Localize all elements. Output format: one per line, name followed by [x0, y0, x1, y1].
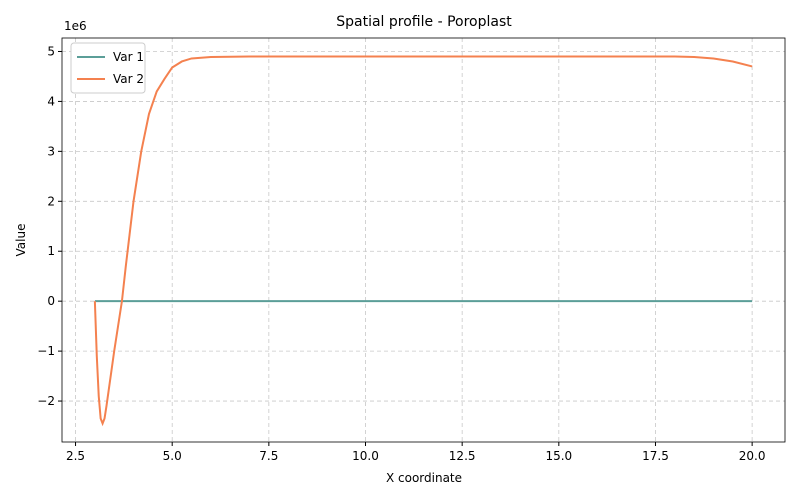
- legend-box: [70, 42, 146, 94]
- y-tick-label: 2: [47, 194, 55, 208]
- legend-label: Var 2: [113, 72, 144, 86]
- y-tick-label: 5: [47, 44, 55, 58]
- chart-title: Spatial profile - Poroplast: [336, 14, 512, 30]
- y-offset-label: 1e6: [64, 19, 87, 33]
- x-axis-label: X coordinate: [386, 471, 462, 485]
- y-tick-label: −2: [37, 394, 55, 408]
- x-tick-label: 20.0: [739, 449, 766, 463]
- x-tick-label: 5.0: [163, 449, 182, 463]
- x-tick-label: 17.5: [642, 449, 669, 463]
- x-tick-label: 12.5: [449, 449, 476, 463]
- y-tick-label: 4: [47, 94, 55, 108]
- legend-label: Var 1: [113, 50, 144, 64]
- y-tick-label: 1: [47, 244, 55, 258]
- line-series: [93, 55, 753, 427]
- y-axis-label: Value: [14, 224, 28, 257]
- y-tick-label: −1: [37, 344, 55, 358]
- x-tick-label: 15.0: [545, 449, 572, 463]
- y-tick-label: 3: [47, 144, 55, 158]
- y-tick-label: 0: [47, 294, 55, 308]
- x-tick-label: 2.5: [66, 449, 85, 463]
- plot-frame: [61, 37, 786, 443]
- x-tick-label: 10.0: [352, 449, 379, 463]
- x-tick-label: 7.5: [259, 449, 278, 463]
